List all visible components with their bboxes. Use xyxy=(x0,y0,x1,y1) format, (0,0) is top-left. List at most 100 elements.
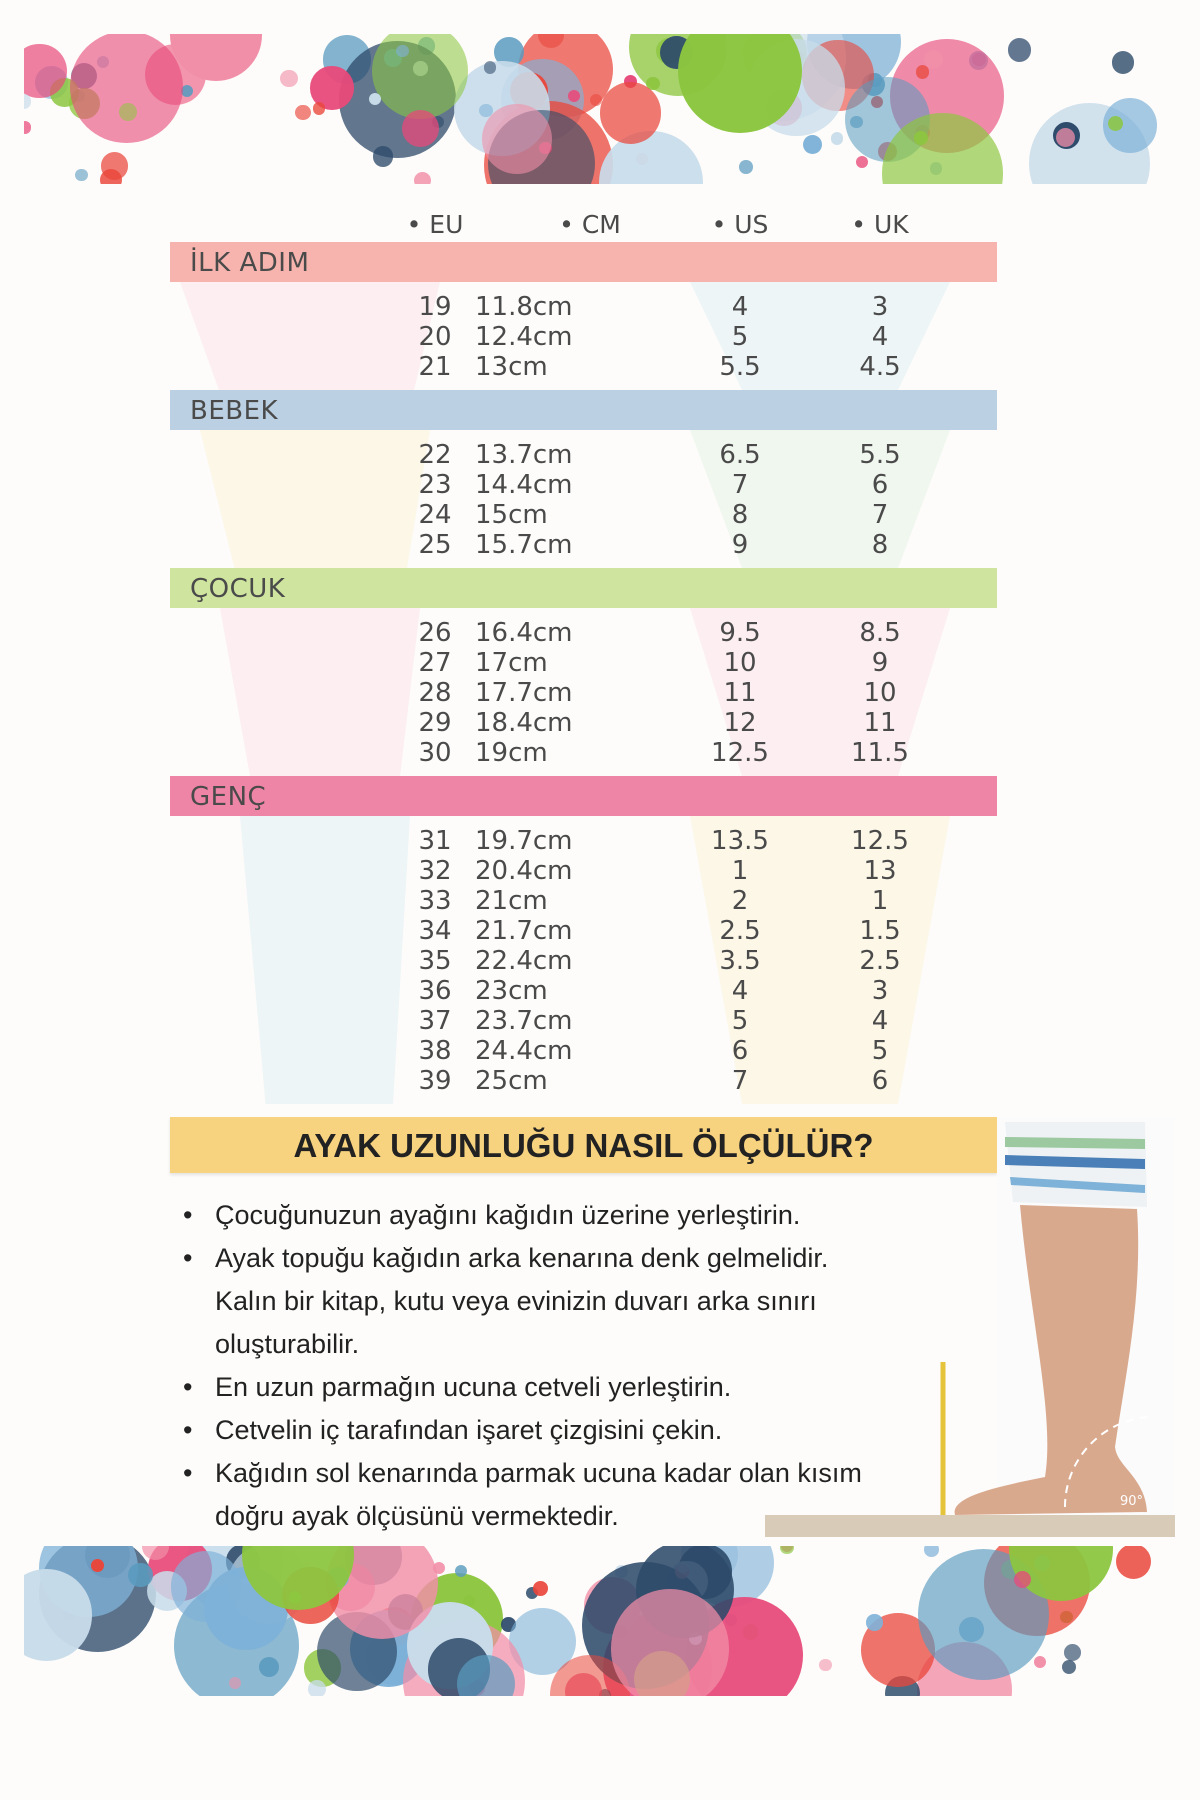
how-to-measure-title: AYAK UZUNLUĞU NASIL ÖLÇÜLÜR? xyxy=(170,1117,997,1173)
step-line: Çocuğunuzun ayağını kağıdın üzerine yerl… xyxy=(215,1200,801,1230)
table-row: 34 21.7cm 2.5 1.5 xyxy=(170,916,997,946)
table-row: 26 16.4cm 9.5 8.5 xyxy=(170,618,997,648)
section-band-0: İLK ADIM xyxy=(170,242,997,282)
bubble-dot xyxy=(483,61,496,74)
cell-cm: 14.4cm xyxy=(475,470,573,500)
table-row: 22 13.7cm 6.5 5.5 xyxy=(170,440,997,470)
size-sections: İLK ADIM 19 11.8cm 4 3 20 12.4cm 5 4 21 13cm 5.5 4.5… xyxy=(170,242,997,1104)
cell-eu: 23 xyxy=(418,470,452,500)
cell-us: 12 xyxy=(723,708,757,738)
step-line: Cetvelin iç tarafından işaret çizgisini … xyxy=(215,1415,723,1445)
cell-uk: 7 xyxy=(871,500,889,530)
cell-cm: 21cm xyxy=(475,886,548,916)
section-rows: 19 11.8cm 4 3 20 12.4cm 5 4 21 13cm 5.5 4.5 xyxy=(170,282,997,390)
cell-cm: 19cm xyxy=(475,738,548,768)
cell-eu: 38 xyxy=(418,1036,452,1066)
cell-eu: 36 xyxy=(418,976,452,1006)
bubble-dot xyxy=(1061,1659,1077,1675)
cell-cm: 11.8cm xyxy=(475,292,573,322)
cell-us: 9 xyxy=(731,530,749,560)
cell-eu: 27 xyxy=(418,648,452,678)
table-row: 20 12.4cm 5 4 xyxy=(170,322,997,352)
cell-uk: 11 xyxy=(863,708,897,738)
bubble-dot xyxy=(567,90,580,103)
bubble-dot xyxy=(1111,51,1135,74)
cell-eu: 24 xyxy=(418,500,452,530)
measure-steps-list: • Çocuğunuzun ayağını kağıdın üzerine yer… xyxy=(183,1194,923,1538)
cell-cm: 16.4cm xyxy=(475,618,573,648)
bubble-dot xyxy=(1033,1655,1046,1668)
bubble-dot xyxy=(589,94,602,107)
cell-us: 3.5 xyxy=(719,946,761,976)
bubble-dot xyxy=(228,1676,242,1690)
cell-uk: 9 xyxy=(871,648,889,678)
cell-us: 2 xyxy=(731,886,749,916)
bullet-icon: • xyxy=(183,1200,193,1230)
table-row: 31 19.7cm 13.5 12.5 xyxy=(170,826,997,856)
bubble-dot xyxy=(99,168,122,184)
cell-us: 6 xyxy=(731,1036,749,1066)
bubble-dot xyxy=(1116,1546,1152,1580)
column-header-us: • US xyxy=(711,210,769,239)
cell-us: 4 xyxy=(731,292,749,322)
cell-us: 8 xyxy=(731,500,749,530)
column-headers: • EU • CM • US • UK xyxy=(170,210,997,242)
cell-uk: 4 xyxy=(871,1006,889,1036)
bullet-icon: • xyxy=(183,1372,193,1402)
bubble-dot xyxy=(481,103,553,175)
bubble-dot xyxy=(295,104,311,121)
bubble-dot xyxy=(866,1614,883,1631)
table-row: 27 17cm 10 9 xyxy=(170,648,997,678)
bubble-dot xyxy=(372,34,469,120)
cell-uk: 10 xyxy=(863,678,897,708)
bubble-dot xyxy=(739,160,753,174)
table-row: 29 18.4cm 12 11 xyxy=(170,708,997,738)
cell-eu: 21 xyxy=(418,352,452,382)
bubble-dot xyxy=(538,34,565,48)
cell-uk: 4 xyxy=(871,322,889,352)
cell-eu: 33 xyxy=(418,886,452,916)
table-row: 37 23.7cm 5 4 xyxy=(170,1006,997,1036)
pastel-shape xyxy=(180,282,440,390)
bullet-icon: • xyxy=(183,1458,193,1488)
cell-cm: 20.4cm xyxy=(475,856,573,886)
cell-us: 6.5 xyxy=(719,440,761,470)
table-row: 25 15.7cm 9 8 xyxy=(170,530,997,560)
cell-cm: 17cm xyxy=(475,648,548,678)
cell-uk: 3 xyxy=(871,292,889,322)
bubble-dot xyxy=(780,1546,794,1555)
table-row: 33 21cm 2 1 xyxy=(170,886,997,916)
bubble-dot xyxy=(610,1589,730,1696)
bubble-dot xyxy=(310,66,354,110)
bubble-dot xyxy=(141,1546,169,1561)
bubble-dot xyxy=(373,146,394,167)
bubble-dot xyxy=(259,1657,280,1678)
bubble-dot xyxy=(402,110,440,147)
step-line: Kalın bir kitap, kutu veya evinizin duva… xyxy=(215,1286,817,1316)
table-row: 19 11.8cm 4 3 xyxy=(170,292,997,322)
column-header-eu: • EU xyxy=(406,210,464,239)
cell-cm: 12.4cm xyxy=(475,322,573,352)
cell-uk: 5.5 xyxy=(859,440,901,470)
bubble-dot xyxy=(180,84,193,97)
measure-step: • Çocuğunuzun ayağını kağıdın üzerine yer… xyxy=(183,1194,923,1237)
step-line: En uzun parmağın ucuna cetveli yerleştir… xyxy=(215,1372,732,1402)
bubble-dot xyxy=(308,1680,326,1696)
cell-us: 12.5 xyxy=(711,738,769,768)
cell-eu: 34 xyxy=(418,916,452,946)
cell-cm: 15cm xyxy=(475,500,548,530)
measure-step: • Ayak topuğu kağıdın arka kenarına denk … xyxy=(183,1237,923,1366)
cell-eu: 37 xyxy=(418,1006,452,1036)
bubble-dot xyxy=(533,1581,549,1597)
cell-uk: 2.5 xyxy=(859,946,901,976)
table-row: 38 24.4cm 6 5 xyxy=(170,1036,997,1066)
cell-cm: 21.7cm xyxy=(475,916,573,946)
cell-uk: 13 xyxy=(863,856,897,886)
decorative-bubbles-bottom xyxy=(24,1546,1174,1696)
cell-cm: 25cm xyxy=(475,1066,548,1096)
pastel-shape xyxy=(200,430,430,568)
cell-us: 5.5 xyxy=(719,352,761,382)
table-row: 28 17.7cm 11 10 xyxy=(170,678,997,708)
cell-eu: 20 xyxy=(418,322,452,352)
table-row: 21 13cm 5.5 4.5 xyxy=(170,352,997,382)
